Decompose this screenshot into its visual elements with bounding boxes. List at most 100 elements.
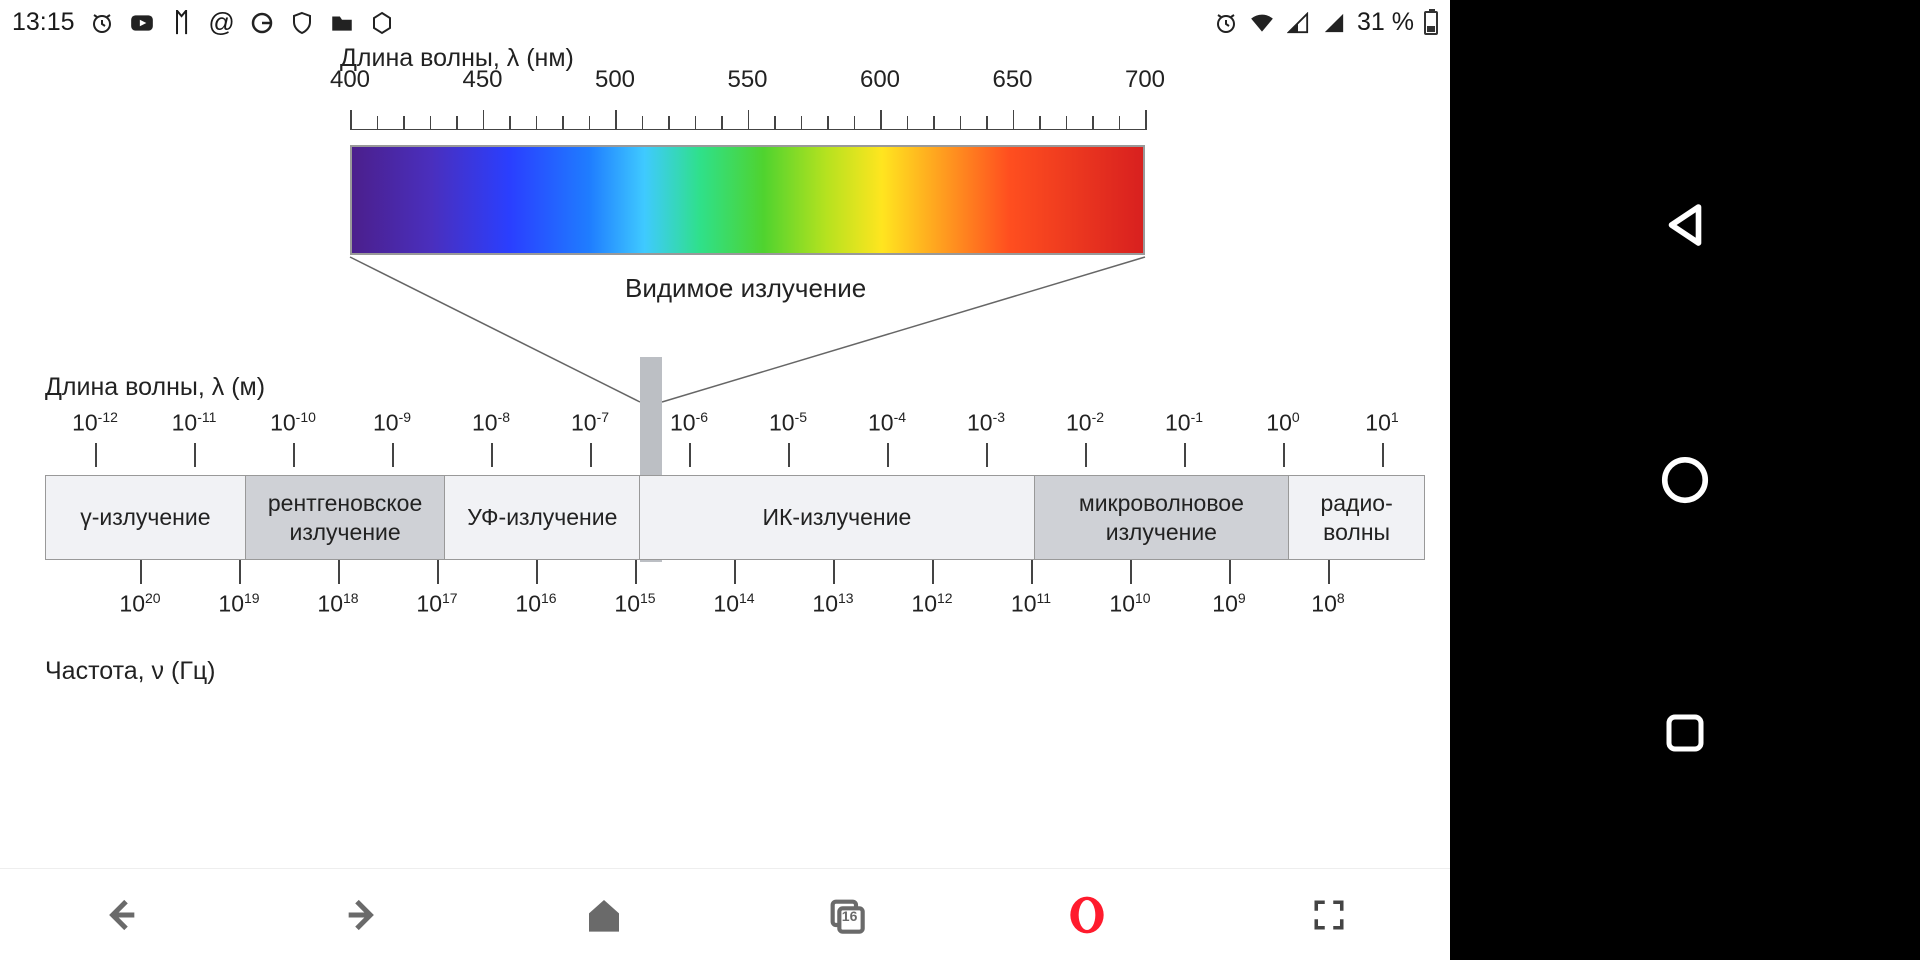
wavelength-tick — [194, 443, 196, 467]
frequency-label: 1013 — [812, 590, 853, 618]
status-time: 13:15 — [12, 8, 75, 37]
wavelength-tick — [293, 443, 295, 467]
hex-icon — [369, 10, 395, 36]
opera-button[interactable] — [1067, 895, 1107, 935]
spectrum-band-cell: микроволновое излучение — [1035, 476, 1290, 559]
frequency-tick — [932, 560, 934, 584]
alarm-right-icon — [1213, 10, 1239, 36]
spectrum-band-strip: γ-излучениерентгеновское излучениеУФ-изл… — [45, 475, 1425, 560]
visible-tick — [1013, 110, 1015, 130]
visible-tick-label: 700 — [1125, 66, 1165, 94]
android-home-button[interactable] — [1658, 453, 1712, 512]
wavelength-tick — [986, 443, 988, 467]
frequency-title: Частота, ν (Гц) — [45, 657, 216, 686]
wavelength-label: 100 — [1266, 409, 1299, 437]
visible-tick — [403, 116, 405, 130]
wavelength-tick — [1085, 443, 1087, 467]
wavelength-label: 10-1 — [1165, 409, 1203, 437]
folder-icon — [329, 10, 355, 36]
visible-tick — [827, 116, 829, 130]
frequency-label: 1014 — [713, 590, 754, 618]
wavelength-label: 10-10 — [270, 409, 316, 437]
frequency-tick — [833, 560, 835, 584]
wavelength-label: 101 — [1365, 409, 1398, 437]
shield-icon — [289, 10, 315, 36]
battery-text: 31 % — [1357, 8, 1414, 37]
frequency-tick — [338, 560, 340, 584]
visible-tick — [1066, 116, 1068, 130]
signal-2-icon — [1321, 10, 1347, 36]
visible-tick-label: 450 — [462, 66, 502, 94]
back-button[interactable] — [101, 895, 141, 935]
tab-count: 16 — [842, 908, 858, 924]
visible-tick — [880, 110, 882, 130]
visible-wavelength-title: Длина волны, λ (нм) — [340, 44, 574, 73]
android-back-button[interactable] — [1658, 198, 1712, 257]
visible-tick — [774, 116, 776, 130]
visible-tick — [668, 116, 670, 130]
wavelength-label: 10-6 — [670, 409, 708, 437]
visible-tick — [1092, 116, 1094, 130]
frequency-tick — [1130, 560, 1132, 584]
visible-tick-label: 650 — [992, 66, 1032, 94]
em-spectrum-diagram: Длина волны, λ (нм) 40045050055060065070… — [45, 45, 1435, 695]
visible-tick — [1039, 116, 1041, 130]
visible-tick — [801, 116, 803, 130]
visible-tick — [562, 116, 564, 130]
wavelength-label: 10-7 — [571, 409, 609, 437]
spectrum-band-cell: радио- волны — [1289, 476, 1424, 559]
fullscreen-button[interactable] — [1309, 895, 1349, 935]
wavelength-tick — [95, 443, 97, 467]
android-status-bar: 13:15 ᛖ @ — [0, 0, 1450, 45]
frequency-tick — [140, 560, 142, 584]
android-nav-bar — [1450, 0, 1920, 960]
frequency-label: 1012 — [911, 590, 952, 618]
tabs-button[interactable]: 16 — [826, 895, 866, 935]
forward-button[interactable] — [342, 895, 382, 935]
alarm-icon — [89, 10, 115, 36]
wavelength-tick — [1184, 443, 1186, 467]
visible-axis: 400450500550600650700 — [350, 100, 1145, 130]
at-icon: @ — [209, 10, 235, 36]
frequency-tick — [1229, 560, 1231, 584]
visible-spectrum-band — [350, 145, 1145, 255]
frequency-tick — [635, 560, 637, 584]
visible-tick-label: 500 — [595, 66, 635, 94]
wavelength-label: 10-4 — [868, 409, 906, 437]
visible-tick — [377, 116, 379, 130]
visible-tick — [430, 116, 432, 130]
wavelength-label: 10-8 — [472, 409, 510, 437]
visible-caption: Видимое излучение — [625, 273, 866, 304]
visible-tick — [509, 116, 511, 130]
frequency-label: 108 — [1311, 590, 1344, 618]
frequency-label: 1016 — [515, 590, 556, 618]
frequency-label: 1017 — [416, 590, 457, 618]
signal-1-icon — [1285, 10, 1311, 36]
spectrum-band-cell: УФ-излучение — [445, 476, 640, 559]
visible-tick — [986, 116, 988, 130]
visible-tick — [615, 110, 617, 130]
visible-tick — [350, 110, 352, 130]
home-button[interactable] — [584, 895, 624, 935]
spectrum-band-cell: ИК-излучение — [640, 476, 1034, 559]
wavelength-label: 10-5 — [769, 409, 807, 437]
visible-tick — [1119, 116, 1121, 130]
visible-tick-label: 600 — [860, 66, 900, 94]
g-icon — [249, 10, 275, 36]
wifi-icon — [1249, 10, 1275, 36]
visible-tick — [907, 116, 909, 130]
visible-tick-label: 550 — [727, 66, 767, 94]
frequency-tick — [1328, 560, 1330, 584]
frequency-tick — [239, 560, 241, 584]
browser-bottom-nav: 16 — [0, 868, 1450, 960]
m-icon: ᛖ — [169, 10, 195, 36]
frequency-label: 1011 — [1011, 590, 1051, 618]
visible-tick — [483, 110, 485, 130]
frequency-label: 1010 — [1109, 590, 1150, 618]
android-recent-button[interactable] — [1661, 709, 1709, 762]
wavelength-tick — [689, 443, 691, 467]
visible-tick — [960, 116, 962, 130]
youtube-icon — [129, 10, 155, 36]
visible-tick-label: 400 — [330, 66, 370, 94]
wavelength-label: 10-9 — [373, 409, 411, 437]
